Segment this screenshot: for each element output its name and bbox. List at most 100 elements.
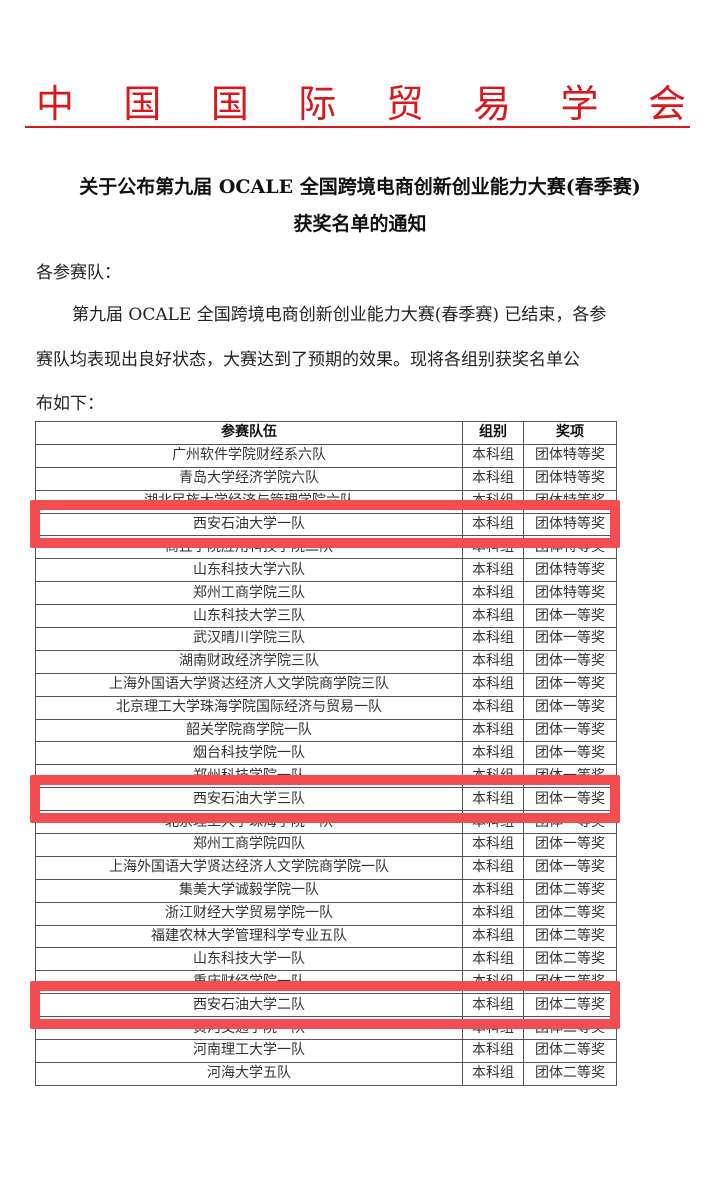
table-row: 北京理工大学珠海学院国际经济与贸易一队 本科组 团体一等奖 [35,695,617,720]
table-row: 韶关学院商学院一队 本科组 团体一等奖 [35,718,617,743]
team-cell: 山东科技大学三队 [35,604,463,629]
highlight-frame [30,499,620,548]
award-cell: 团体二等奖 [523,993,617,1018]
award-cell: 团体一等奖 [523,695,617,720]
team-cell: 福建农林大学管理科学专业五队 [35,924,463,949]
award-cell: 团体一等奖 [523,604,617,629]
table-row: 浙江财经大学贸易学院一队 本科组 团体二等奖 [35,901,617,926]
highlight-frame [30,980,620,1029]
group-cell: 本科组 [462,741,524,766]
award-cell: 团体二等奖 [523,1039,617,1063]
award-cell: 团体一等奖 [523,855,617,880]
org-char: 贸 [385,82,424,126]
award-cell: 团体二等奖 [523,878,617,903]
table-row: 山东科技大学一队 本科组 团体二等奖 [35,947,617,972]
organization-name-header: 中国国际贸易学会 [36,80,686,128]
notice-title-line2: 获奖名单的通知 [293,213,427,235]
org-char: 学 [560,82,599,126]
header-divider [25,126,690,128]
team-cell: 河南理工大学一队 [35,1039,463,1063]
group-cell: 本科组 [462,855,524,880]
table-row: 西安石油大学一队 本科组 团体特等奖 [35,512,617,537]
award-cell: 团体二等奖 [523,1061,617,1086]
team-cell: 郑州工商学院四队 [35,833,463,857]
org-char: 中 [36,82,75,126]
team-cell: 烟台科技学院一队 [35,741,463,766]
table-row: 福建农林大学管理科学专业五队 本科组 团体二等奖 [35,924,617,949]
table-row: 武汉晴川学院三队 本科组 团体一等奖 [35,627,617,651]
group-cell: 本科组 [462,901,524,926]
team-cell: 武汉晴川学院三队 [35,627,463,651]
team-cell: 河海大学五队 [35,1061,463,1086]
award-cell: 团体一等奖 [523,718,617,743]
group-cell: 本科组 [462,581,524,606]
award-cell: 团体特等奖 [523,512,617,537]
group-cell: 本科组 [462,1061,524,1086]
table-row: 河南理工大学一队 本科组 团体二等奖 [35,1039,617,1063]
body-line-1: 第九届 OCALE 全国跨境电商创新创业能力大赛(春季赛) 已结束，各参 [72,305,607,325]
team-cell: 山东科技大学一队 [35,947,463,972]
award-cell: 团体特等奖 [523,466,617,491]
award-cell: 团体特等奖 [523,443,617,468]
group-cell: 本科组 [462,1039,524,1063]
team-cell: 北京理工大学珠海学院国际经济与贸易一队 [35,695,463,720]
org-char: 会 [647,82,686,126]
team-cell: 浙江财经大学贸易学院一队 [35,901,463,926]
group-cell: 本科组 [462,718,524,743]
org-char: 国 [210,82,249,126]
group-cell: 本科组 [462,878,524,903]
table-row: 湖南财政经济学院三队 本科组 团体一等奖 [35,649,617,674]
salutation: 各参赛队： [36,263,121,283]
award-cell: 团体一等奖 [523,627,617,651]
award-cell: 团体一等奖 [523,649,617,674]
table-row: 烟台科技学院一队 本科组 团体一等奖 [35,741,617,766]
group-cell: 本科组 [462,558,524,583]
group-cell: 本科组 [462,443,524,468]
team-cell: 上海外国语大学贤达经济人文学院商学院三队 [35,672,463,697]
award-cell: 团体二等奖 [523,901,617,926]
column-header-award: 奖项 [523,421,617,445]
notice-title-line1: 关于公布第九届 OCALE 全国跨境电商创新创业能力大赛(春季赛) [79,176,641,198]
highlight-frame [30,774,620,823]
table-row: 上海外国语大学贤达经济人文学院商学院一队 本科组 团体一等奖 [35,855,617,880]
award-cell: 团体一等奖 [523,833,617,857]
body-line-3: 布如下： [36,394,104,414]
column-header-group: 组别 [462,421,524,445]
group-cell: 本科组 [462,993,524,1018]
table-row: 郑州工商学院三队 本科组 团体特等奖 [35,581,617,606]
group-cell: 本科组 [462,695,524,720]
award-cell: 团体二等奖 [523,924,617,949]
table-row: 郑州工商学院四队 本科组 团体一等奖 [35,833,617,857]
table-row: 广州软件学院财经系六队 本科组 团体特等奖 [35,443,617,468]
org-char: 国 [123,82,162,126]
award-cell: 团体特等奖 [523,558,617,583]
award-cell: 团体一等奖 [523,741,617,766]
column-header-team: 参赛队伍 [35,421,463,445]
group-cell: 本科组 [462,649,524,674]
org-char: 易 [473,82,512,126]
group-cell: 本科组 [462,924,524,949]
group-cell: 本科组 [462,604,524,629]
table-row: 西安石油大学二队 本科组 团体二等奖 [35,993,617,1018]
team-cell: 西安石油大学二队 [35,993,463,1018]
table-row: 上海外国语大学贤达经济人文学院商学院三队 本科组 团体一等奖 [35,672,617,697]
group-cell: 本科组 [462,627,524,651]
org-char: 际 [298,82,337,126]
group-cell: 本科组 [462,833,524,857]
table-header-row: 参赛队伍 组别 奖项 [35,421,617,445]
award-cell: 团体二等奖 [523,947,617,972]
team-cell: 广州软件学院财经系六队 [35,443,463,468]
team-cell: 郑州工商学院三队 [35,581,463,606]
award-cell: 团体一等奖 [523,672,617,697]
team-cell: 湖南财政经济学院三队 [35,649,463,674]
table-row: 青岛大学经济学院六队 本科组 团体特等奖 [35,466,617,491]
award-cell: 团体特等奖 [523,581,617,606]
team-cell: 西安石油大学一队 [35,512,463,537]
group-cell: 本科组 [462,466,524,491]
group-cell: 本科组 [462,672,524,697]
table-row: 集美大学诚毅学院一队 本科组 团体二等奖 [35,878,617,903]
team-cell: 韶关学院商学院一队 [35,718,463,743]
team-cell: 上海外国语大学贤达经济人文学院商学院一队 [35,855,463,880]
group-cell: 本科组 [462,947,524,972]
team-cell: 山东科技大学六队 [35,558,463,583]
